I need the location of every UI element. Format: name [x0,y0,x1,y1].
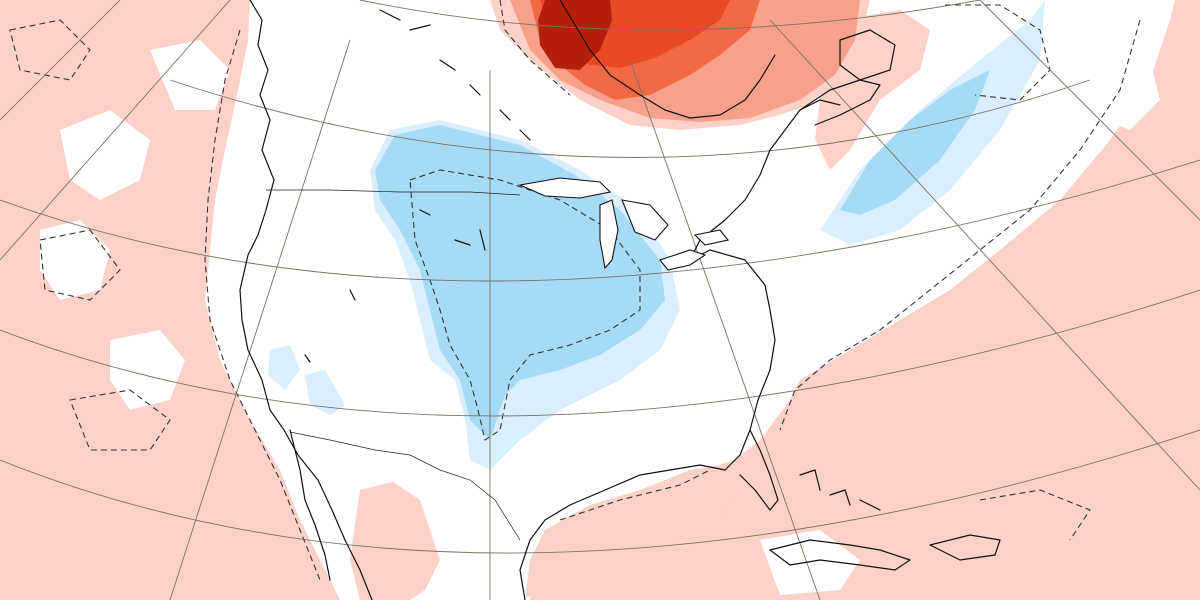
coastline-baja [289,429,331,581]
lake-huron [621,199,669,241]
contour-line-arctic [499,0,571,96]
graticule-lon-5 [769,19,1200,491]
warm-region-atlantic [530,0,1200,600]
graticule-lon-7 [979,0,1200,221]
interior-lakes [304,209,486,363]
minor-features [304,9,531,363]
coastline-hispaniola [929,534,1001,561]
graticule-lat-1 [359,0,981,31]
contour-line-caribbean [979,489,1091,541]
graticule-lat-2 [169,79,1091,158]
arctic-islands [379,9,531,141]
coastline-pacific-northwest [239,0,373,600]
contour-line-pacific-coast [204,29,321,581]
contour-line-pacific-3 [69,389,171,451]
contour-line-pacific-1 [9,19,91,81]
graticule-lon-4 [0,0,231,261]
contour-line-pacific-2 [39,229,121,301]
coastline-layer [239,0,1001,600]
neutral-patch-pacific-2 [40,220,110,300]
graticule-lat-3 [0,159,1200,282]
lake-erie [659,249,707,271]
dashed-contour-layer [9,0,1141,581]
contour-line-central-cold [409,169,641,441]
border-us-mexico [289,431,521,541]
border-us-canada [266,189,521,196]
cool-region-rockies-2 [305,370,345,415]
coastline-florida [724,429,779,511]
graticule-lon-2 [169,39,351,600]
warm-region-gulf [520,462,740,600]
great-lakes [518,177,729,271]
coastline-bahamas [799,469,881,511]
warm-region-hudson-5 [538,0,612,70]
contour-line-gulf [559,469,711,521]
neutral-patch-pacific-3 [110,330,185,410]
coastline-atlantic [689,99,841,431]
graticule-lon-3 [629,59,821,600]
coastline-gulf-mexico [519,464,726,600]
warm-core-north [510,0,860,122]
coastline-newfoundland [839,29,896,81]
graticule-lat-4 [0,289,1200,417]
cool-region-rockies-1 [268,345,300,390]
neutral-patch-pacific-1 [60,110,150,200]
cool-region-atlantic-2 [840,70,990,215]
lake-superior [518,177,612,199]
lake-michigan [599,199,619,270]
graticule-lat-5 [0,429,1200,554]
lake-ontario [693,229,729,246]
contour-line-northeast [945,4,1051,101]
coastline-cuba [769,539,911,571]
graticule-lon-6 [0,0,121,121]
coastline-nova-scotia [799,79,881,126]
coastline-hudson-bay [559,0,776,119]
cool-region-central-2 [375,125,665,440]
